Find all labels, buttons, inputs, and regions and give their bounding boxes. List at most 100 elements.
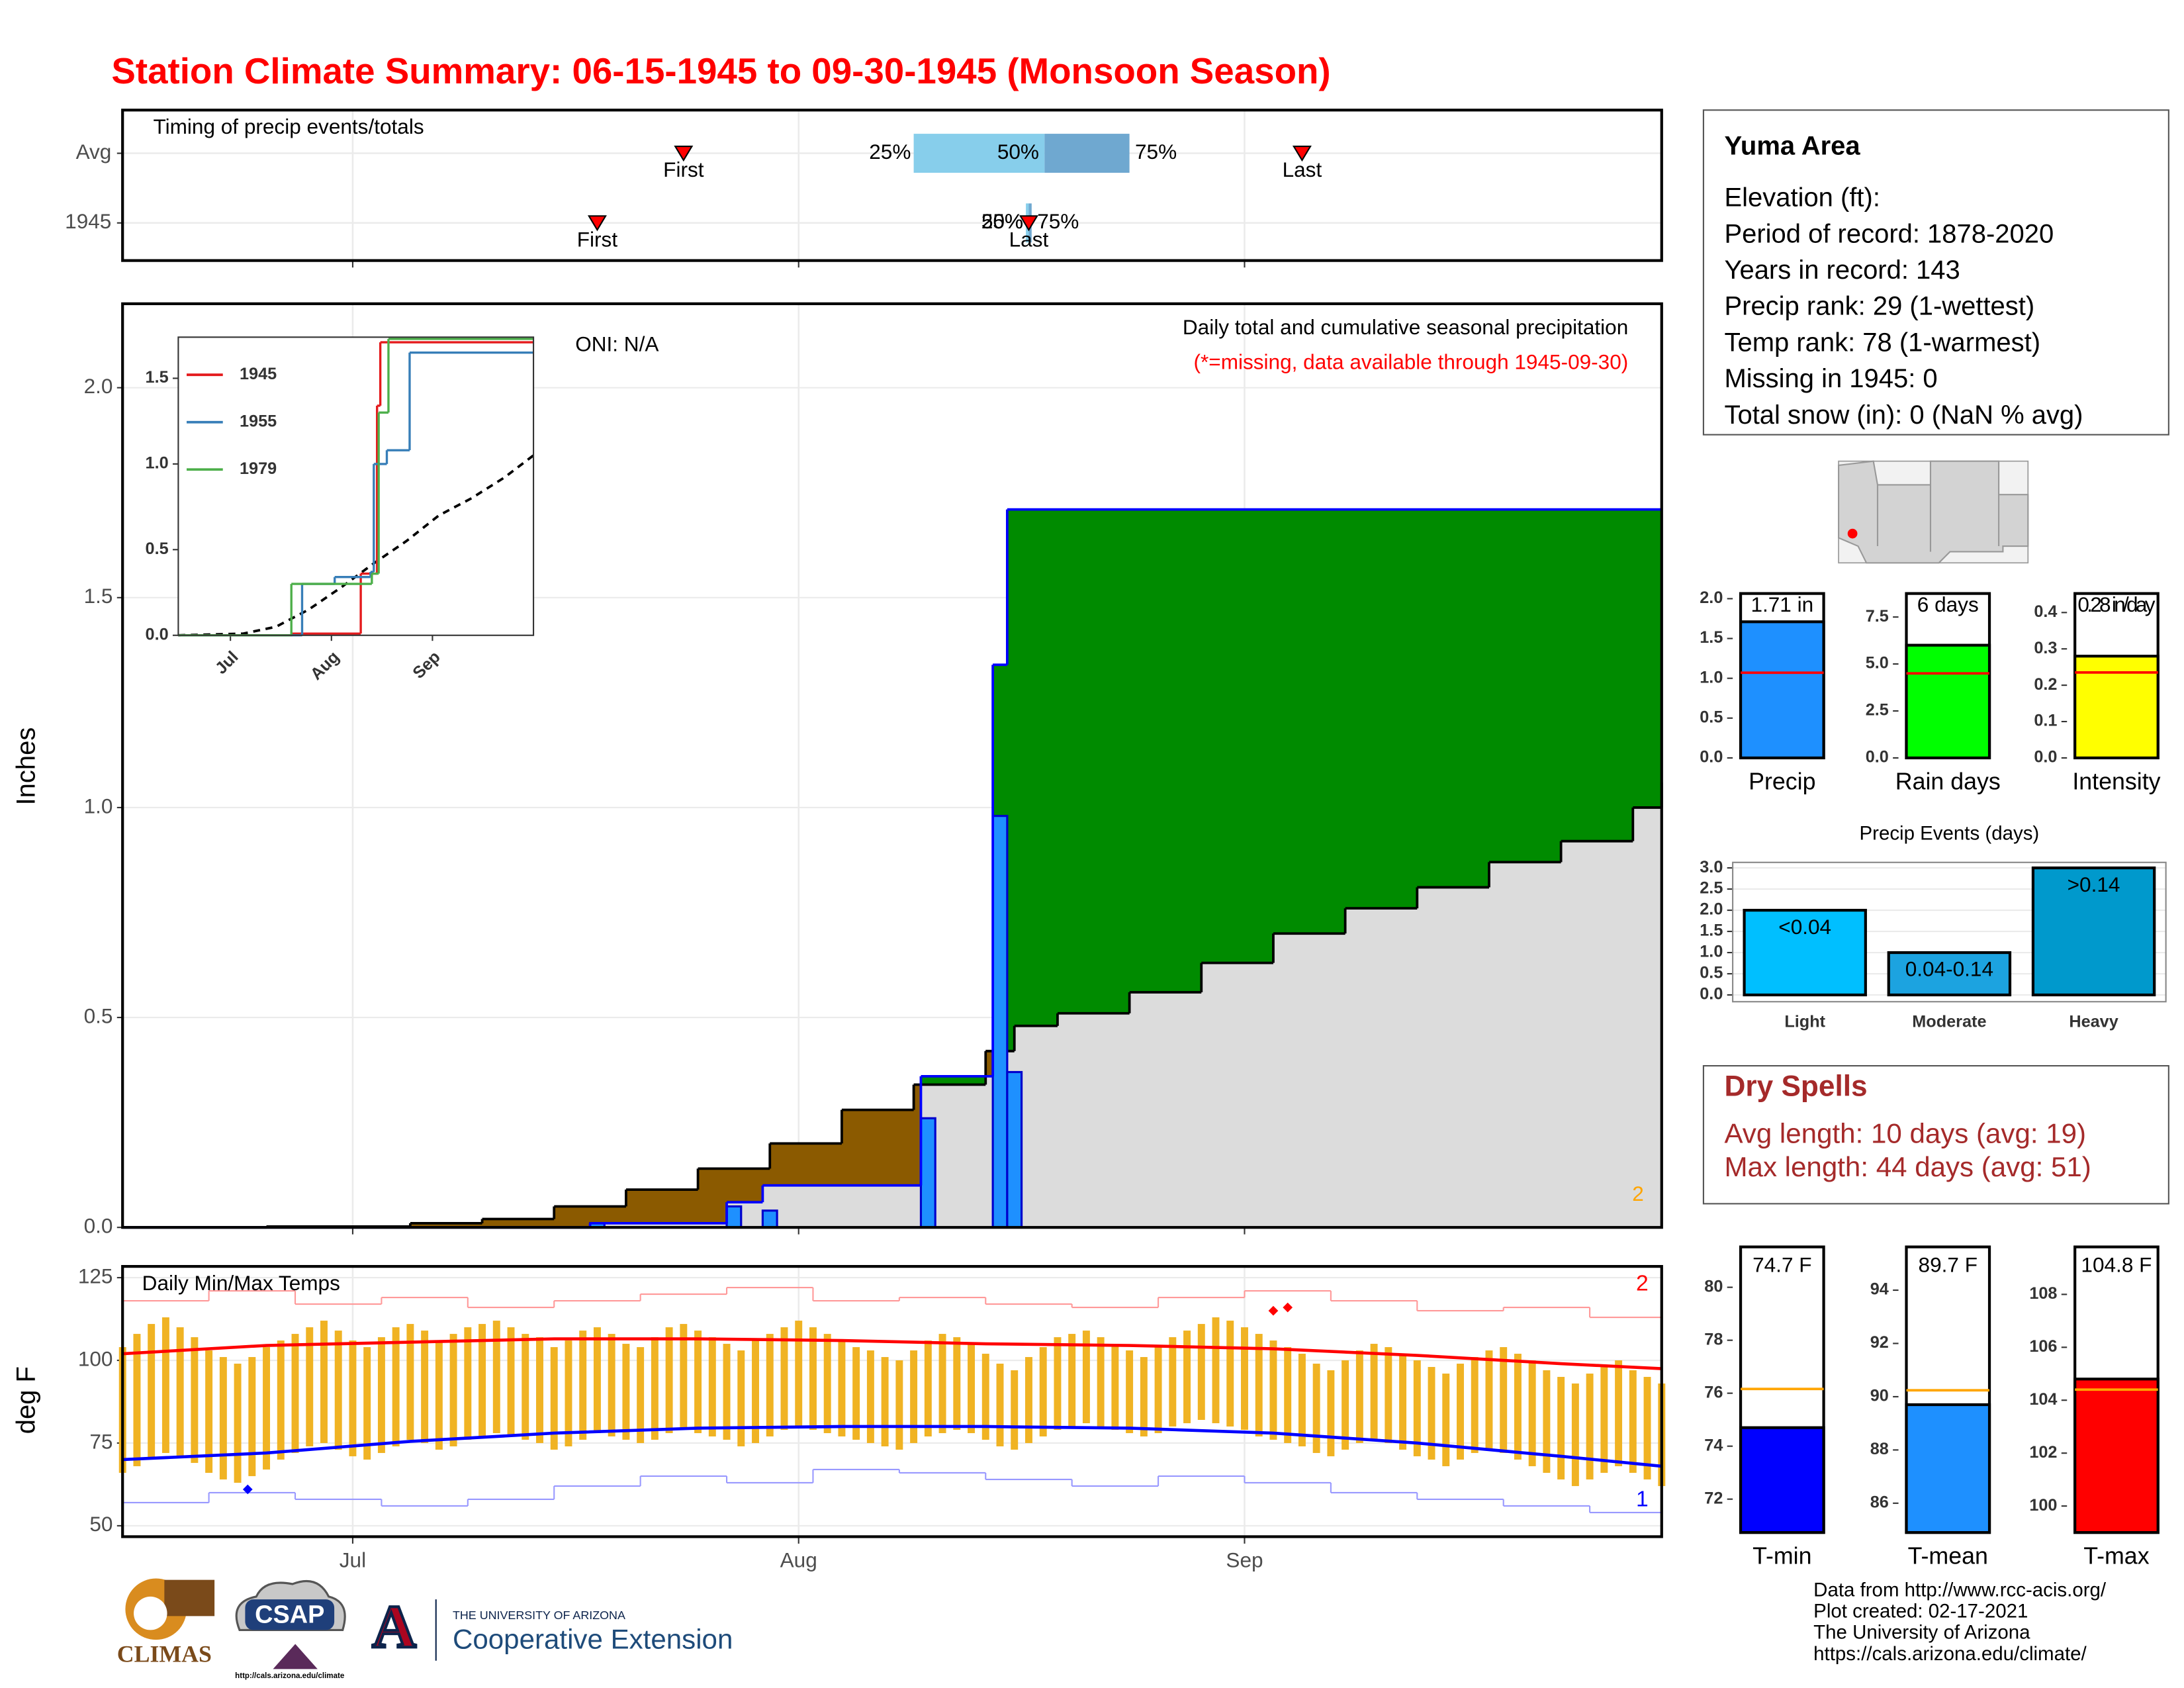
daily-temp-bar <box>1024 1357 1032 1443</box>
category-label: T-mean <box>1908 1542 1988 1569</box>
extension-text: Cooperative Extension <box>453 1623 733 1654</box>
event-label: First <box>577 227 618 251</box>
y-tick-label: 2.0 <box>1700 588 1723 607</box>
daily-temp-bar <box>1600 1367 1608 1473</box>
quartile-box <box>913 134 1045 173</box>
event-marker <box>1019 215 1038 232</box>
footer: Data from http://www.rcc-acis.org/Plot c… <box>1813 1579 2107 1665</box>
daily-temp-bar <box>1255 1334 1263 1436</box>
info-line: Years in record: 143 <box>1724 256 1960 285</box>
y-tick-label: 3.0 <box>1700 858 1723 876</box>
daily-temp-bar <box>895 1360 903 1450</box>
avg-max-line <box>122 1337 1662 1370</box>
daily-temp-bar <box>1528 1360 1536 1466</box>
y-tick-label: 88 <box>1870 1440 1889 1458</box>
daily-temp-bar <box>205 1350 213 1473</box>
surplus-area <box>921 509 1662 1085</box>
y-tick-label: 0.0 <box>1866 748 1889 767</box>
quartile-label: 50% <box>981 209 1023 233</box>
daily-temp-bar <box>1111 1344 1119 1430</box>
quartile-box <box>1044 134 1130 173</box>
value-label: 104.8 F <box>2081 1252 2152 1276</box>
daily-temp-bar <box>910 1350 918 1443</box>
daily-temp-bar <box>1629 1370 1637 1473</box>
daily-temp-bar <box>1442 1374 1450 1466</box>
below-area <box>122 807 1662 1228</box>
daily-temp-bar <box>622 1344 630 1440</box>
y-tick-label: 86 <box>1870 1493 1889 1512</box>
daily-temp-bar <box>1571 1383 1579 1486</box>
daily-temp-bar <box>1327 1370 1335 1456</box>
daily-temp-bar <box>1212 1317 1220 1423</box>
legend-label: 1945 <box>240 365 277 383</box>
climas-emblem-block <box>164 1579 215 1617</box>
avg-min-line <box>122 1425 1662 1468</box>
y-tick-label: 90 <box>1870 1387 1889 1405</box>
daily-temp-bar <box>1082 1331 1090 1423</box>
daily-temp-bar <box>1097 1337 1105 1427</box>
y-tick-label: 2.0 <box>1700 900 1723 919</box>
quartile-label: 75% <box>1135 140 1177 164</box>
category-label: Moderate <box>1912 1012 1986 1031</box>
y-tick-label: 1.5 <box>1700 628 1723 647</box>
daily-temp-bar <box>161 1317 169 1453</box>
daily-temp-bar <box>1514 1354 1522 1460</box>
daily-temp-bar <box>593 1327 601 1433</box>
daily-temp-bar <box>1413 1360 1421 1456</box>
y-tick-label: 0.0 <box>146 625 169 643</box>
daily-temp-bar <box>1471 1357 1479 1453</box>
daily-temp-bar <box>1370 1344 1378 1440</box>
daily-temp-bar <box>306 1327 314 1446</box>
daily-temp-bar <box>665 1327 673 1433</box>
value-label: 74.7 F <box>1752 1252 1811 1276</box>
event-label: Last <box>1009 227 1049 251</box>
daily-temp-bar <box>996 1364 1004 1446</box>
info-line: Temp rank: 78 (1-warmest) <box>1724 328 2040 357</box>
daily-temp-bar <box>780 1327 788 1430</box>
daily-temp-bar <box>852 1347 860 1440</box>
info-line: Elevation (ft): <box>1724 183 1880 212</box>
info-box <box>1702 109 2169 436</box>
y-tick-label: 5.0 <box>1866 654 1889 673</box>
y-axis-label: Inches <box>12 727 41 806</box>
bar <box>1887 951 2012 997</box>
daily-temp-bar <box>1615 1360 1623 1466</box>
plot-frame <box>121 109 1663 262</box>
value-label: 6 days <box>1917 592 1979 616</box>
y-tick-label: 2.0 <box>84 374 113 398</box>
daily-temp-bar <box>377 1337 385 1453</box>
y-tick-label: 0.5 <box>84 1004 113 1027</box>
event-label: Last <box>1283 158 1322 181</box>
event-marker <box>1292 145 1312 162</box>
daily-temp-bar <box>809 1327 817 1430</box>
y-tick-label: 0.0 <box>1700 748 1723 767</box>
university-text: THE UNIVERSITY OF ARIZONA <box>453 1609 625 1622</box>
daily-temp-bar <box>866 1350 874 1443</box>
category-label: Heavy <box>2069 1012 2118 1031</box>
event-label: First <box>663 158 704 181</box>
daily-temp-bar <box>881 1357 889 1446</box>
y-tick-label: 0.0 <box>2034 748 2057 767</box>
arizona-a: A <box>372 1593 416 1661</box>
daily-temp-bar <box>1557 1377 1565 1479</box>
daily-temp-bar <box>1197 1324 1205 1420</box>
y-tick-label: 1.0 <box>1700 668 1723 686</box>
map-borders <box>1876 485 2000 552</box>
dry-spell-line: Max length: 44 days (avg: 51) <box>1724 1151 2091 1182</box>
daily-temp-bar <box>1312 1364 1320 1453</box>
chart-title: Precip Events (days) <box>1860 822 2040 844</box>
daily-temp-bar <box>1241 1327 1248 1430</box>
daily-temp-bar <box>737 1350 745 1446</box>
daily-temp-bar <box>1269 1340 1277 1440</box>
category-label: T-max <box>2083 1542 2149 1569</box>
daily-temp-bar <box>234 1364 242 1483</box>
footer-line: Data from http://www.rcc-acis.org/ <box>1813 1579 2107 1601</box>
bar-label: >0.14 <box>2068 872 2120 896</box>
plot-background <box>178 337 534 635</box>
daily-temp-bar <box>637 1347 645 1443</box>
station-dot <box>1847 528 1858 539</box>
event-marker <box>587 215 607 232</box>
daily-bar <box>919 1117 936 1229</box>
footer-line: https://cals.arizona.edu/climate/ <box>1813 1643 2087 1665</box>
bar-label: 0.04-0.14 <box>1905 957 1993 981</box>
